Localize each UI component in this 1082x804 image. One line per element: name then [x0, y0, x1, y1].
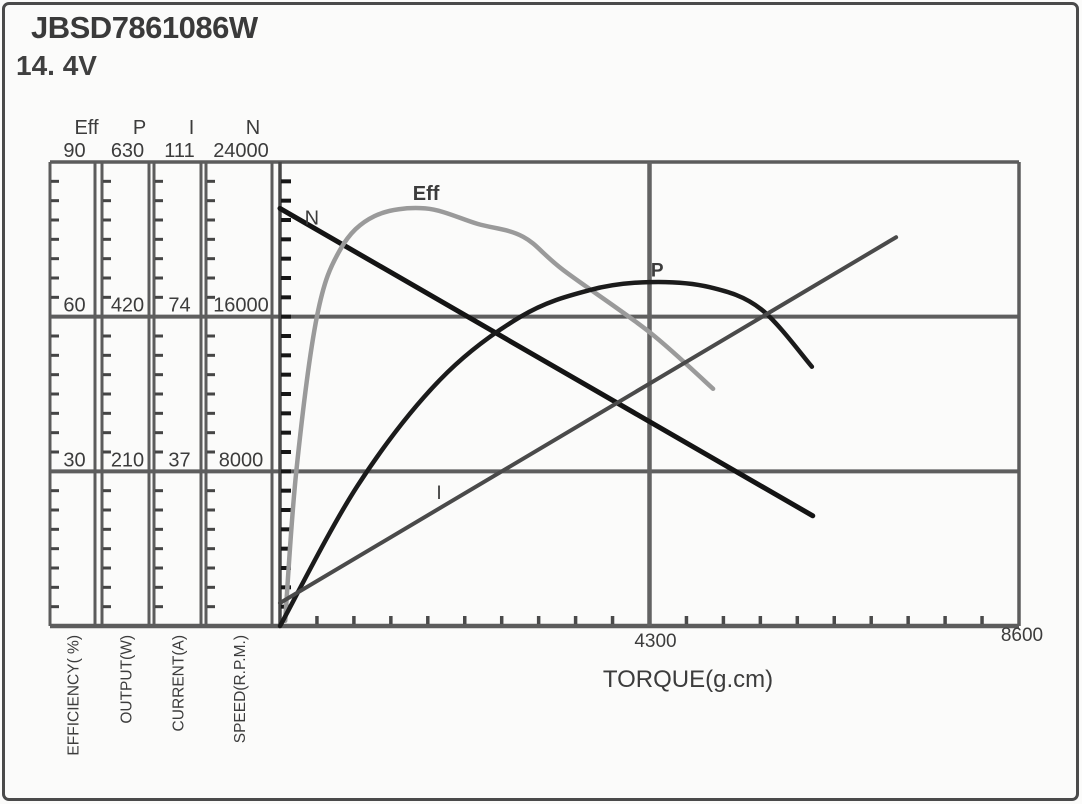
- x-axis-title: TORQUE(g.cm): [603, 666, 773, 693]
- axis-header-current: I: [189, 117, 195, 139]
- axis-tick-label-output: 210: [111, 449, 144, 471]
- axis-tick-label-output: 420: [111, 295, 144, 317]
- axis-header-output: P: [133, 117, 146, 139]
- axis-tick-label-eff: 60: [63, 295, 85, 317]
- series-I-curve: [278, 235, 899, 606]
- axis-tick-label-speed: 8000: [219, 449, 264, 471]
- axis-title-speed: SPEED(R.P.M.): [232, 635, 249, 743]
- series-label-Eff: Eff: [413, 183, 440, 205]
- series-label-N: N: [305, 207, 319, 229]
- x-tick-label: 8600: [1001, 625, 1043, 646]
- model-number: JBSD7861086W: [31, 10, 258, 45]
- series-Eff-curve: [282, 205, 716, 624]
- axis-header-speed: N: [246, 117, 260, 139]
- series-label-I: I: [436, 483, 441, 504]
- axis-title-output: OUTPUT(W): [119, 635, 136, 724]
- axis-title-current: CURRENT(A): [171, 635, 188, 731]
- axis-tick-label-current: 37: [168, 449, 190, 471]
- axis-tick-label-output: 630: [111, 140, 144, 162]
- axis-title-eff: EFFICIENCY( %): [66, 635, 83, 756]
- series-P-curve: [277, 279, 815, 629]
- axis-header-eff: Eff: [74, 117, 99, 139]
- series-label-P: P: [651, 260, 664, 281]
- rated-voltage: 14. 4V: [16, 50, 97, 81]
- axis-tick-label-current: 74: [168, 295, 190, 317]
- axis-tick-label-current: 111: [164, 140, 194, 162]
- axis-tick-label-speed: 16000: [213, 295, 269, 317]
- x-tick-label: 4300: [634, 631, 676, 652]
- axis-tick-label-eff: 30: [63, 449, 85, 471]
- axis-tick-label-eff: 90: [63, 140, 85, 162]
- series-N-curve: [277, 205, 816, 519]
- axis-tick-label-speed: 24000: [213, 140, 269, 162]
